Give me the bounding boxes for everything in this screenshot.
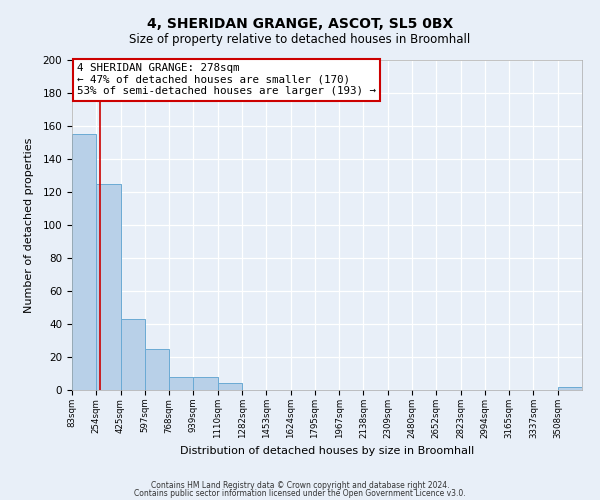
Bar <box>121 319 145 390</box>
Text: Contains public sector information licensed under the Open Government Licence v3: Contains public sector information licen… <box>134 489 466 498</box>
Bar <box>145 349 169 390</box>
Bar <box>558 386 582 390</box>
Bar <box>96 184 121 390</box>
Bar <box>218 384 242 390</box>
Text: 4, SHERIDAN GRANGE, ASCOT, SL5 0BX: 4, SHERIDAN GRANGE, ASCOT, SL5 0BX <box>147 18 453 32</box>
Text: Size of property relative to detached houses in Broomhall: Size of property relative to detached ho… <box>130 32 470 46</box>
Bar <box>193 377 218 390</box>
Bar <box>72 134 96 390</box>
Text: 4 SHERIDAN GRANGE: 278sqm
← 47% of detached houses are smaller (170)
53% of semi: 4 SHERIDAN GRANGE: 278sqm ← 47% of detac… <box>77 64 376 96</box>
Y-axis label: Number of detached properties: Number of detached properties <box>24 138 34 312</box>
X-axis label: Distribution of detached houses by size in Broomhall: Distribution of detached houses by size … <box>180 446 474 456</box>
Text: Contains HM Land Registry data © Crown copyright and database right 2024.: Contains HM Land Registry data © Crown c… <box>151 480 449 490</box>
Bar <box>169 377 193 390</box>
